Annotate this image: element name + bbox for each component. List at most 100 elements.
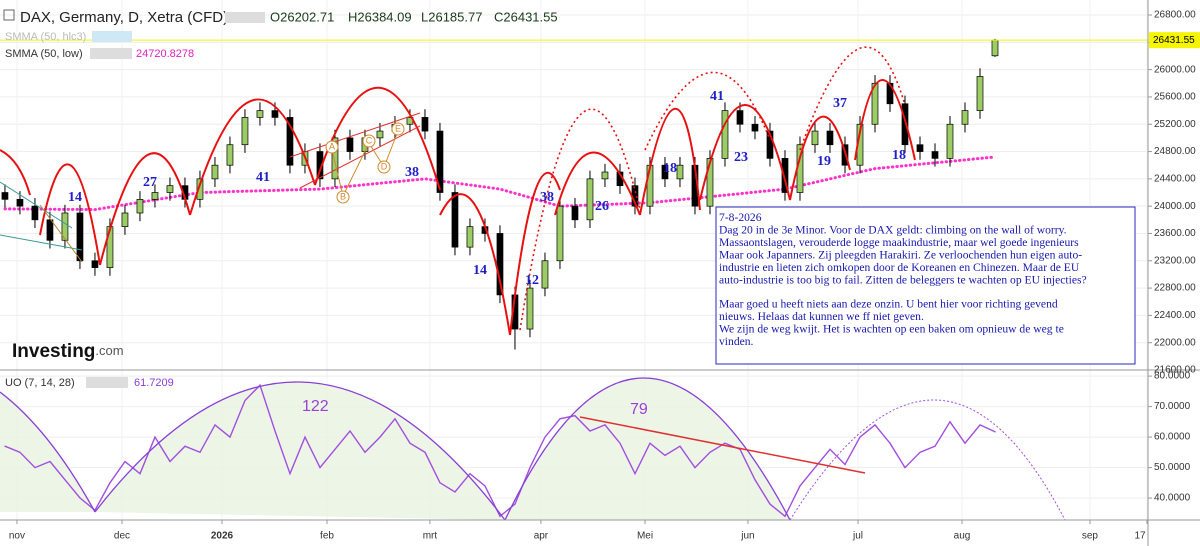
- candle-body: [151, 192, 159, 200]
- trend-line: [39, 204, 83, 263]
- note-line: nieuws. Helaas dat kunnen we ff niet gev…: [719, 310, 924, 323]
- arc: [509, 171, 561, 336]
- legend-icons[interactable]: [92, 31, 132, 42]
- pattern-label: E: [395, 123, 401, 133]
- osc-arcs: [0, 377, 1066, 521]
- candle-body: [706, 158, 714, 207]
- y-tick-label: 60.0000: [1154, 432, 1191, 443]
- candle-body: [676, 164, 684, 180]
- arc: [0, 149, 31, 196]
- pattern-marker: [325, 140, 339, 154]
- pattern-marker: [336, 190, 350, 204]
- candle-body: [961, 110, 969, 125]
- arc: [699, 104, 791, 201]
- y-tick-label: 70.0000: [1154, 401, 1191, 412]
- y-tick-label: 24400.00: [1154, 173, 1196, 184]
- pattern-marker: [362, 134, 376, 148]
- candle-body: [826, 130, 834, 146]
- note-line: industrie en lieten zich omkopen door de…: [719, 261, 1080, 274]
- candle-body: [46, 219, 54, 241]
- y-tick-label: 26000.00: [1154, 64, 1196, 75]
- arc: [439, 193, 511, 336]
- collapse-icon[interactable]: [3, 9, 15, 21]
- x-tick-label: aug: [954, 531, 971, 542]
- arc: [99, 152, 191, 266]
- candle-body: [541, 260, 549, 289]
- cycle-arcs: [0, 46, 916, 336]
- osc-annotation: 122: [302, 398, 329, 415]
- x-tick-label: nov: [9, 531, 25, 542]
- annotation: 14: [473, 263, 487, 278]
- trend-line: [289, 112, 421, 158]
- note-line: We zijn de weg kwijt. Het is wachten op …: [719, 323, 1064, 336]
- x-tick-label: jul: [852, 531, 863, 542]
- ohlc-open: O26202.71: [270, 9, 334, 24]
- candle-body: [586, 178, 594, 221]
- osc-legend-value: 61.7209: [134, 377, 174, 389]
- legend-icons[interactable]: [90, 48, 132, 59]
- candle-body: [991, 39, 999, 57]
- candle-body: [766, 130, 774, 159]
- ohlc-high: H26384.09: [348, 9, 412, 24]
- candle-body: [811, 130, 819, 146]
- candle-body: [196, 178, 204, 200]
- candle-body: [271, 110, 279, 118]
- pattern-label: C: [366, 135, 373, 145]
- candle-body: [526, 287, 534, 330]
- candle-body: [121, 212, 129, 227]
- annotation: 41: [710, 89, 724, 104]
- y-tick-label: 24800.00: [1154, 146, 1196, 157]
- note-line: Massaontslagen, verouderde logge maakind…: [719, 236, 1079, 249]
- candle-body: [466, 226, 474, 248]
- candle-body: [316, 151, 324, 180]
- osc-arc: [504, 377, 791, 521]
- candle-body: [31, 205, 39, 221]
- osc-arc: [94, 381, 506, 521]
- candle-body: [601, 171, 609, 180]
- candle-body: [751, 123, 759, 132]
- legend-hidden: SMMA (50, hlc3): [5, 31, 86, 43]
- y-tick-label: 22800.00: [1154, 283, 1196, 294]
- annotation: 38: [405, 165, 419, 180]
- arc: [554, 151, 641, 216]
- candle-body: [211, 164, 219, 180]
- y-tick-label: 80.0000: [1154, 371, 1191, 382]
- annotations: 14 27 41 38 14 12 38 26 18 41 23 19 37 1…: [68, 89, 906, 418]
- pattern-label: D: [381, 161, 388, 171]
- legend-entry: SMMA (50, low): [5, 48, 83, 60]
- annotation: 14: [68, 190, 82, 205]
- x-tick-label: sep: [1082, 531, 1099, 542]
- candle-body: [451, 192, 459, 248]
- legend-icons[interactable]: [86, 377, 128, 388]
- arc-projection: [519, 108, 641, 331]
- arc: [189, 98, 316, 216]
- candle-body: [781, 158, 789, 193]
- candle-body: [556, 205, 564, 262]
- candle-body: [61, 212, 69, 241]
- chart-title: DAX, Germany, D, Xetra (CFD): [20, 9, 228, 26]
- note-line: 7-8-2026: [719, 211, 762, 224]
- x-tick-label: Mei: [637, 531, 653, 542]
- osc-arc: [0, 391, 96, 513]
- candle-body: [916, 144, 924, 152]
- annotation: 38: [540, 190, 554, 205]
- pattern-marker: [391, 122, 405, 136]
- candle-body: [241, 117, 249, 146]
- y-tick-label: 22400.00: [1154, 310, 1196, 321]
- candle-body: [91, 260, 99, 268]
- candle-body: [946, 123, 954, 159]
- x-tick-label: jun: [740, 531, 754, 542]
- candle-body: [721, 110, 729, 159]
- pattern-label: B: [340, 191, 346, 201]
- oscillator-line: [4, 383, 996, 518]
- osc-legend: UO (7, 14, 28): [5, 377, 75, 389]
- annotation: 37: [833, 96, 847, 111]
- header-icons[interactable]: [225, 12, 265, 23]
- ohlc-close: C26431.55: [494, 9, 558, 24]
- pattern-marker: [377, 160, 391, 174]
- candle-body: [661, 164, 669, 180]
- y-tick-label: 25600.00: [1154, 92, 1196, 103]
- candle-body: [901, 103, 909, 146]
- arc: [789, 115, 851, 201]
